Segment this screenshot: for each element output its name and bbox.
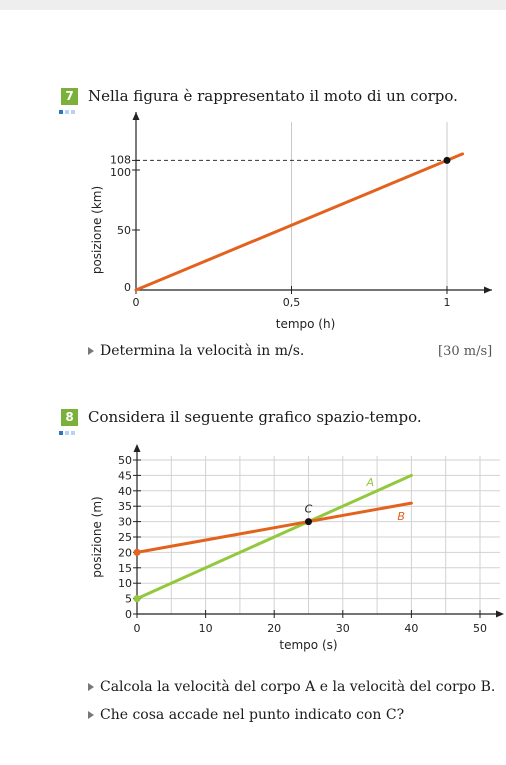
bullet-triangle-icon xyxy=(88,711,94,719)
y-tick-label: 10 xyxy=(118,577,132,590)
x-axis-arrow xyxy=(484,286,492,294)
exercise-8-question-2-text: Che cosa accade nel punto indicato con C… xyxy=(100,707,405,723)
x-tick-label: 0 xyxy=(133,296,140,309)
exercise-7-difficulty-dots xyxy=(59,110,75,114)
series-line-B xyxy=(135,501,413,554)
y-tick-label: 50 xyxy=(117,224,131,237)
y-axis-label: posizione (m) xyxy=(90,496,104,577)
bullet-triangle-icon xyxy=(88,347,94,355)
x-tick-label: 30 xyxy=(336,622,350,635)
page-top-band xyxy=(0,0,506,10)
marked-point-C xyxy=(305,518,312,526)
x-tick-label: 10 xyxy=(199,622,213,635)
exercise-8-difficulty-dots xyxy=(59,431,75,435)
y-axis-arrow xyxy=(133,444,141,452)
exercise-7-number-badge: 7 xyxy=(61,88,78,105)
y-axis-label: posizione (km) xyxy=(90,186,104,274)
x-axis-label: tempo (s) xyxy=(279,638,337,652)
marked-point xyxy=(443,156,451,164)
bullet-triangle-icon xyxy=(88,683,94,691)
y-tick-label: 100 xyxy=(110,166,131,179)
x-tick-label: 20 xyxy=(267,622,281,635)
exercise-7-question-text: Determina la velocità in m/s. xyxy=(100,343,305,359)
exercise-8-number-badge: 8 xyxy=(61,409,78,426)
y-tick-label: 5 xyxy=(125,593,132,606)
x-axis-label: tempo (h) xyxy=(276,317,336,331)
exercise-7-answer: [30 m/s] xyxy=(438,344,493,359)
exercise-8-question-1-text: Calcola la velocità del corpo A e la vel… xyxy=(100,679,496,695)
x-tick-label: 50 xyxy=(473,622,487,635)
y-tick-label: 15 xyxy=(118,562,132,575)
exercise-8-question-1: Calcola la velocità del corpo A e la vel… xyxy=(88,679,495,695)
y-tick-label: 0 xyxy=(125,608,132,621)
x-tick-label: 0 xyxy=(134,622,141,635)
y-axis-arrow xyxy=(132,112,140,120)
x-tick-label: 0,5 xyxy=(283,296,301,309)
exercise-8-text: Considera il seguente grafico spazio-tem… xyxy=(88,408,422,426)
series-line xyxy=(134,152,465,292)
y-tick-label: 0 xyxy=(124,281,131,294)
y-tick-label: 40 xyxy=(118,485,132,498)
series-line-A xyxy=(135,473,413,601)
position-time-chart-2: 0 10 20 30 40 50 0 5 10 15 20 25 30 35 40 45 50 A B Ctempo … xyxy=(90,444,504,652)
series-label-B: B xyxy=(397,510,405,523)
y-tick-label: 45 xyxy=(118,469,132,482)
exercise-7-text: Nella figura è rappresentato il moto di … xyxy=(88,87,458,105)
x-axis-arrow xyxy=(496,610,504,618)
y-tick-label: 50 xyxy=(118,454,132,467)
y-tick-label: 20 xyxy=(118,546,132,559)
series-start-point-A xyxy=(133,595,141,603)
x-tick-label: 1 xyxy=(444,296,451,309)
series-start-point-B xyxy=(133,548,141,556)
exercise-7-question: Determina la velocità in m/s. xyxy=(88,343,304,359)
series-label-A: A xyxy=(365,476,374,489)
y-tick-label: 25 xyxy=(118,531,132,544)
exercise-8-question-2: Che cosa accade nel punto indicato con C… xyxy=(88,707,404,723)
marked-point-label: C xyxy=(305,503,313,516)
y-tick-label: 35 xyxy=(118,500,132,513)
x-tick-label: 40 xyxy=(404,622,418,635)
y-tick-label: 108 xyxy=(110,153,131,166)
y-tick-label: 30 xyxy=(118,516,132,529)
